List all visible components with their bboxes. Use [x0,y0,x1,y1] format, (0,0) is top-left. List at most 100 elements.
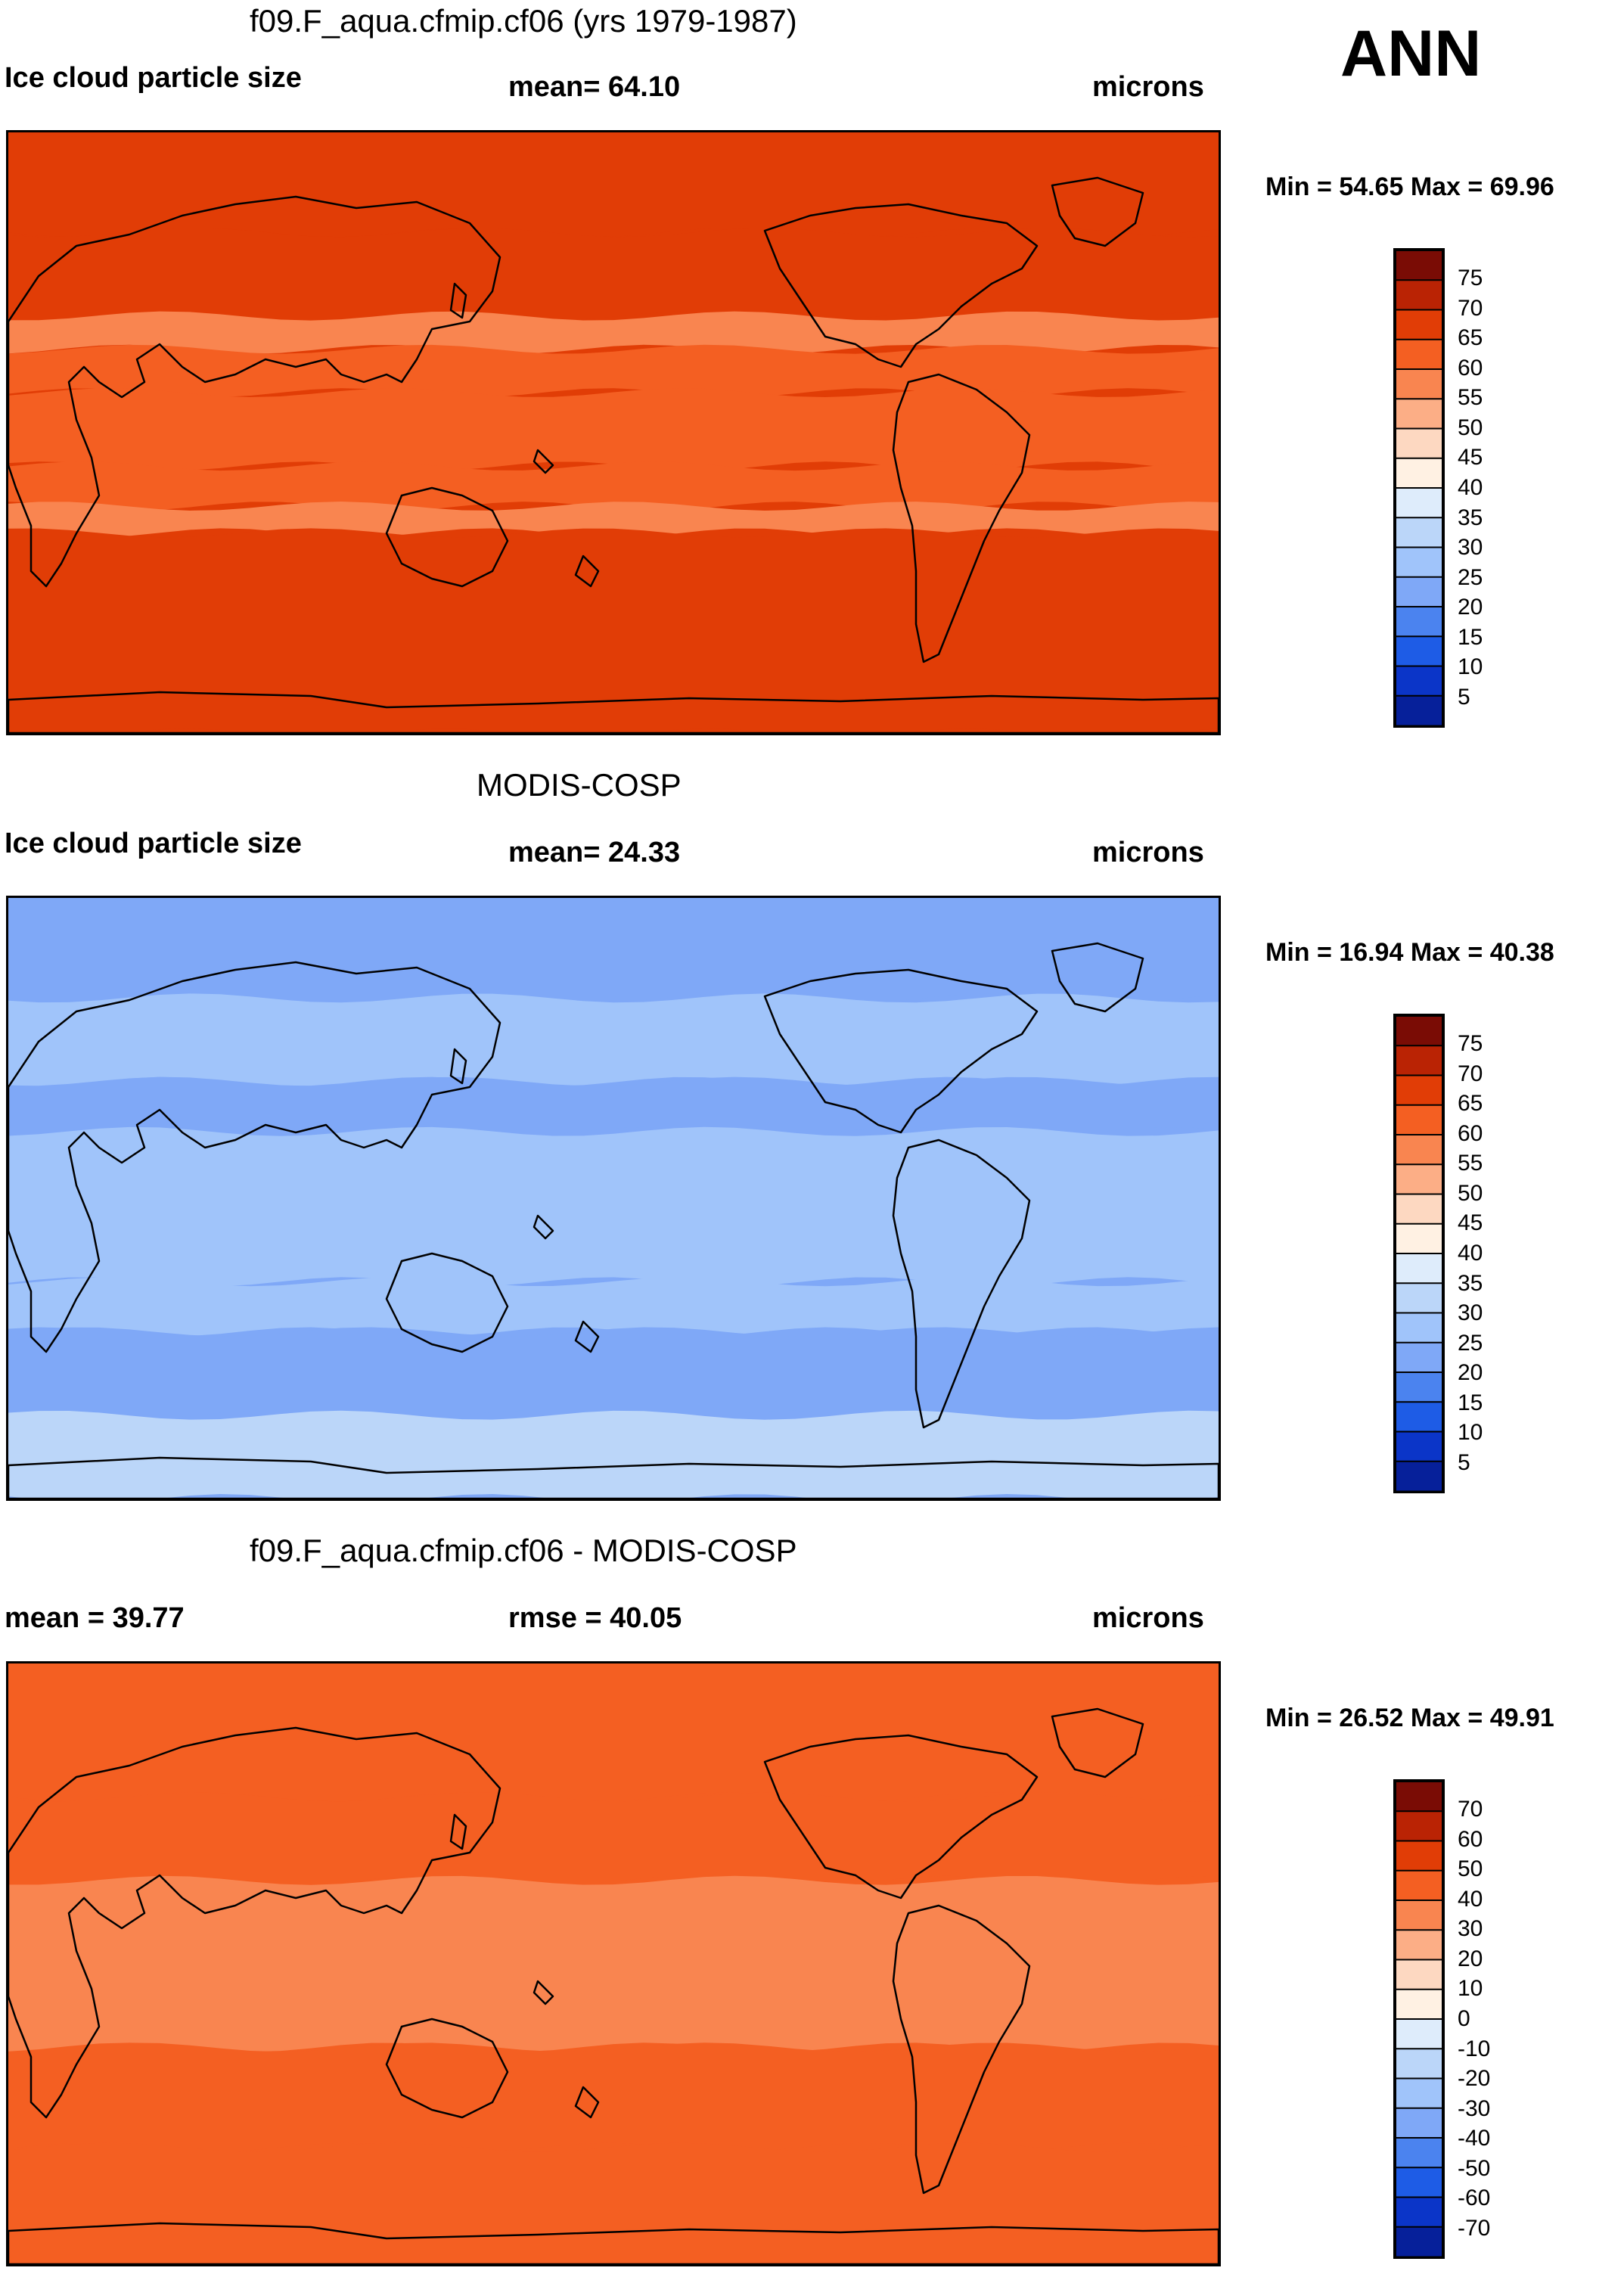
coastline [8,1726,501,2119]
colorbar-tick-label: 30 [1458,535,1483,560]
colorbar-tick-label: 45 [1458,445,1483,470]
colorbar-tick-label: 50 [1458,1181,1483,1206]
map-zonal-band [8,228,1219,321]
coastline [892,373,1031,663]
colorbar-tick-label: 25 [1458,565,1483,590]
coastline [8,691,1219,733]
coastline [1051,176,1144,247]
colorbar-tick-label: 10 [1458,1420,1483,1445]
map-zonal-band [8,993,1219,1086]
colorbar-swatch [1396,576,1442,608]
colorbar-swatch [1396,427,1442,460]
colorbar-swatch [1396,1460,1442,1491]
colorbar-swatch [1396,1959,1442,1991]
colorbar-swatch [1396,279,1442,311]
colorbar-swatch [1396,1163,1442,1195]
coastline [385,2018,509,2119]
coastline [574,2086,600,2119]
colorbar-swatch [1396,1869,1442,1902]
panel-2-variable-label: Ice cloud particle size [5,828,302,859]
colorbar-tick-label: 65 [1458,325,1483,350]
coastline [533,449,554,474]
colorbar-swatch [1396,665,1442,697]
map-zonal-band [8,1875,1219,2052]
colorbar-swatch [1396,1045,1442,1076]
colorbar-swatch [1396,457,1442,489]
panel-2-map [6,896,1221,1501]
colorbar-swatch [1396,1341,1442,1374]
colorbar-tick-label: 40 [1458,1241,1483,1266]
colorbar-swatch [1396,368,1442,400]
colorbar-swatch [1396,1282,1442,1314]
colorbar-tick-label: 65 [1458,1091,1483,1116]
colorbar-tick-label: 20 [1458,1946,1483,1971]
colorbar-swatch [1396,1193,1442,1225]
panel-2-units-label: microns [1092,837,1204,868]
colorbar-swatch [1396,1840,1442,1872]
colorbar-tick-label: 10 [1458,1976,1483,2001]
coastline [763,1734,1039,1900]
coastline [8,961,501,1353]
colorbar-swatch [1396,1371,1442,1403]
map-zonal-band [8,1126,1219,1287]
map-zonal-band [8,528,1219,733]
colorbar-swatch [1396,1810,1442,1842]
colorbar-tick-label: 55 [1458,1151,1483,1176]
coastline [385,1252,509,1353]
map-zonal-band [8,1663,1219,1802]
panel-2-minmax: Min = 16.94 Max = 40.38 [1265,938,1554,967]
panel-3-map [6,1661,1221,2266]
colorbar-swatch [1396,1431,1442,1463]
colorbar-tick-label: 75 [1458,266,1483,290]
colorbar-tick-label: 30 [1458,1916,1483,1941]
colorbar-tick-label: 10 [1458,654,1483,679]
colorbar-tick-label: 40 [1458,475,1483,500]
coastline [8,2222,1219,2264]
colorbar-tick-label: 60 [1458,356,1483,381]
colorbar-tick-label: 20 [1458,1360,1483,1385]
colorbar-swatch [1396,1134,1442,1166]
colorbar-swatch [1396,250,1442,281]
panel-1-title: f09.F_aqua.cfmip.cf06 (yrs 1979-1987) [250,3,797,39]
map-zonal-band [8,898,1219,1003]
colorbar-tick-label: 15 [1458,625,1483,650]
colorbar-tick-label: 50 [1458,1856,1483,1881]
colorbar-swatch [1396,1104,1442,1136]
colorbar-swatch [1396,2137,1442,2169]
colorbar-swatch [1396,1929,1442,1961]
colorbar-tick-label: 30 [1458,1300,1483,1325]
panel-3-title: f09.F_aqua.cfmip.cf06 - MODIS-COSP [250,1533,797,1568]
colorbar-tick-label: 45 [1458,1210,1483,1235]
coastline [574,1320,600,1353]
colorbar-swatch [1396,2167,1442,2198]
colorbar-tick-label: 70 [1458,296,1483,321]
panel-1-variable-label: Ice cloud particle size [5,62,302,94]
panel-3-units-label: microns [1092,1602,1204,1634]
coastline [533,1980,554,2005]
colorbar-swatch [1396,398,1442,430]
coastline [1051,942,1144,1013]
colorbar-tick-label: 0 [1458,2006,1470,2031]
panel-3-minmax: Min = 26.52 Max = 49.91 [1265,1704,1554,1732]
colorbar-tick-label: -60 [1458,2185,1491,2210]
panel-1-units-label: microns [1092,71,1204,103]
colorbar-tick-label: 70 [1458,1061,1483,1086]
panel-3-mean-label: mean = 39.77 [5,1602,185,1634]
colorbar-swatch [1396,1401,1442,1433]
colorbar-swatch [1396,694,1442,725]
map-zonal-band [8,1076,1219,1136]
colorbar-tick-label: 50 [1458,415,1483,440]
colorbar-tick-label: 20 [1458,595,1483,620]
colorbar-tick-label: -40 [1458,2126,1491,2151]
coastline [892,1904,1031,2195]
season-label: ANN [1340,17,1482,90]
panel-3-rmse-label: rmse = 40.05 [508,1602,682,1634]
colorbar-tick-label: -30 [1458,2096,1491,2121]
colorbar-swatch [1396,338,1442,371]
colorbar-tick-label: -70 [1458,2216,1491,2241]
map-zonal-band [8,461,1219,511]
colorbar-swatch [1396,1312,1442,1344]
coastline [892,1138,1031,1429]
coastline [8,195,501,588]
colorbar-swatch [1396,487,1442,519]
